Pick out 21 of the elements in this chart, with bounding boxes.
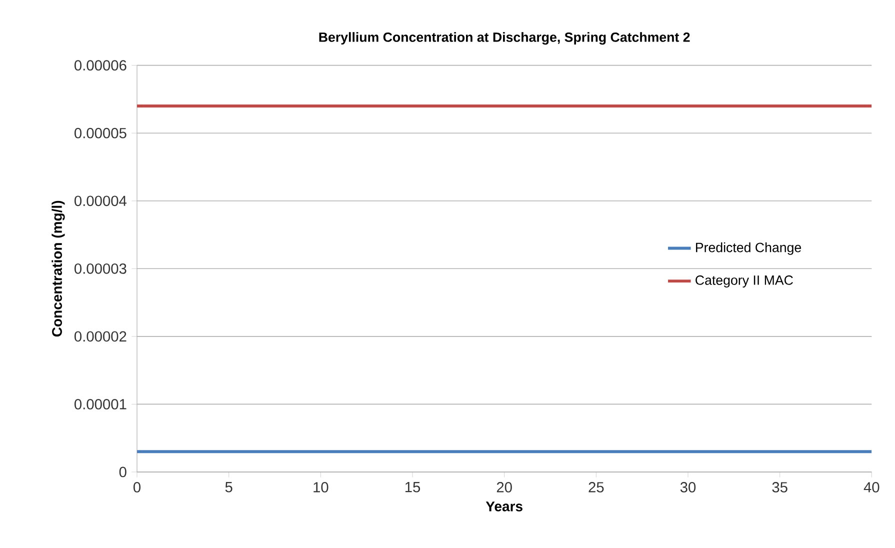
y-tick-label: 0.00003 [74,263,126,274]
x-tick-label: 25 [588,482,604,492]
x-axis-title: Years [486,502,522,512]
x-tick-label: 15 [405,482,420,492]
x-tick-label: 40 [864,482,880,492]
y-tick-label: 0.00006 [74,60,126,71]
y-tick-label: 0.00002 [74,331,126,342]
y-tick-label: 0.00004 [74,196,127,206]
x-tick-label: 0 [133,482,140,492]
y-tick-label: 0 [119,466,126,478]
x-tick-label: 20 [496,482,512,492]
y-tick-label: 0.00001 [74,399,126,410]
x-tick-label: 30 [680,482,696,492]
x-tick-label: 10 [314,482,328,492]
legend-label: Predicted Change [696,242,802,255]
x-tick-label: 35 [772,482,788,492]
y-tick-label: 0.00005 [74,128,126,138]
x-tick-label: 5 [225,482,232,492]
legend-label: Category II MAC [696,275,793,288]
chart-title: Beryllium Concentration at Discharge, Spring Catchment 2 [319,32,690,45]
y-axis-title: Concentration (mg/l) [52,200,65,337]
